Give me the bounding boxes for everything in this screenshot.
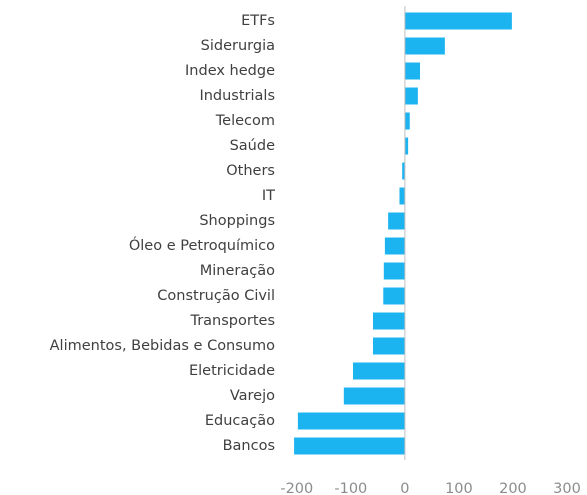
- bar: [343, 387, 405, 405]
- x-tick-label: -200: [280, 481, 313, 495]
- y-tick-label: Construção Civil: [157, 288, 275, 304]
- bar: [404, 62, 421, 80]
- bar: [404, 137, 409, 155]
- y-tick-label: Industrials: [199, 88, 275, 104]
- bar: [383, 262, 405, 280]
- y-tick-label: Shoppings: [199, 213, 275, 229]
- bar: [399, 187, 405, 205]
- y-tick-label: ETFs: [241, 13, 275, 29]
- y-tick-label: Saúde: [230, 138, 275, 154]
- x-tick-label: 200: [499, 481, 527, 495]
- y-tick-label: Mineração: [200, 263, 275, 279]
- bar: [384, 237, 405, 255]
- y-tick-label: Siderurgia: [201, 38, 275, 54]
- bar: [404, 112, 410, 130]
- y-tick-label: Transportes: [189, 313, 275, 329]
- y-tick-label: Óleo e Petroquímico: [129, 236, 275, 254]
- bar: [402, 162, 405, 180]
- bar: [388, 212, 405, 230]
- y-tick-label: Educação: [205, 413, 275, 429]
- x-tick-label: 100: [445, 481, 473, 495]
- y-tick-label: Telecom: [215, 113, 275, 129]
- y-tick-label: IT: [262, 188, 275, 204]
- bar: [404, 12, 512, 30]
- bar: [353, 362, 405, 380]
- y-tick-label: Others: [226, 163, 275, 179]
- bar: [404, 87, 418, 105]
- x-tick-label: 0: [400, 481, 409, 495]
- bar: [294, 437, 405, 455]
- x-tick-label: -100: [334, 481, 367, 495]
- y-tick-label: Varejo: [230, 388, 275, 404]
- y-tick-label: Bancos: [223, 438, 275, 454]
- bar: [297, 412, 405, 430]
- x-tick-label: 300: [553, 481, 581, 495]
- bar: [404, 37, 445, 55]
- bar: [373, 337, 405, 355]
- y-tick-label: Eletricidade: [189, 363, 275, 379]
- bar: [383, 287, 405, 305]
- bar: [373, 312, 405, 330]
- y-tick-label: Alimentos, Bebidas e Consumo: [50, 338, 275, 354]
- y-tick-label: Index hedge: [185, 63, 275, 79]
